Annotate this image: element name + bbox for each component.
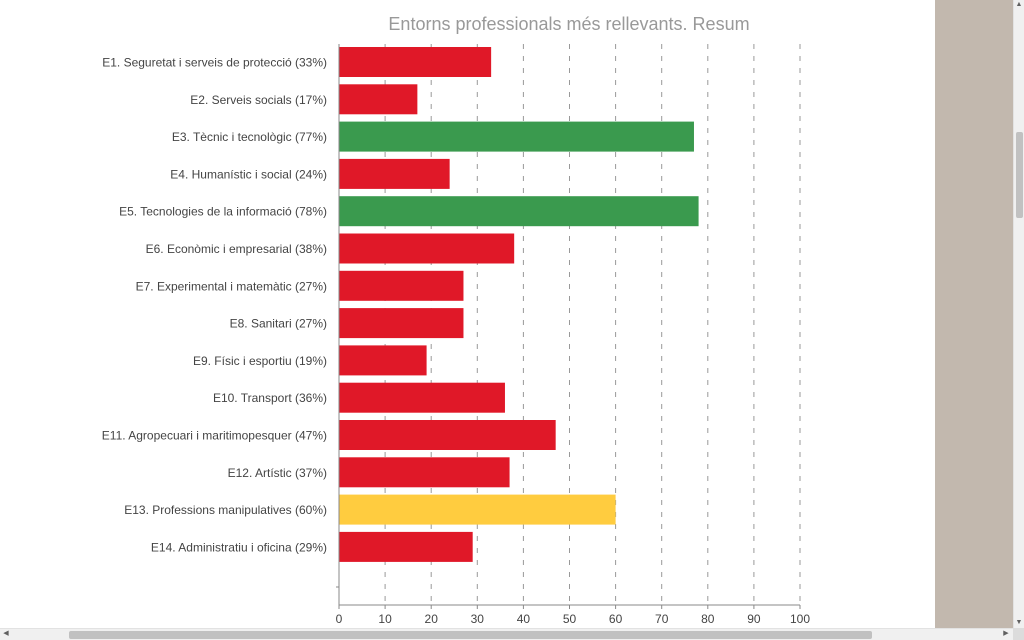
bar — [339, 121, 694, 152]
bar — [339, 84, 418, 115]
category-label: E2. Serveis socials (17%) — [190, 93, 327, 107]
category-label: E12. Artístic (37%) — [228, 466, 327, 480]
category-label: E11. Agropecuari i maritimopesquer (47%) — [102, 429, 327, 443]
category-label: E13. Professions manipulatives (60%) — [124, 503, 327, 517]
bar — [339, 308, 464, 339]
bar — [339, 494, 616, 525]
chart-title: Entorns professionals més rellevants. Re… — [388, 14, 749, 34]
category-label: E4. Humanístic i social (24%) — [170, 167, 327, 181]
category-label: E3. Tècnic i tecnològic (77%) — [172, 130, 327, 144]
category-label: E7. Experimental i matemàtic (27%) — [136, 279, 327, 293]
x-tick-label: 70 — [655, 612, 669, 626]
category-label: E1. Seguretat i serveis de protecció (33… — [102, 56, 327, 70]
scrollbar-corner — [1013, 628, 1024, 640]
bar — [339, 196, 699, 227]
page-viewport: Entorns professionals més rellevants. Re… — [101, 0, 1013, 628]
axes — [336, 44, 801, 609]
bar — [339, 233, 515, 264]
vertical-scrollbar[interactable]: ▲ ▼ — [1013, 0, 1024, 628]
bar — [339, 531, 473, 562]
right-side-panel — [935, 0, 1013, 628]
bar — [339, 270, 464, 301]
horizontal-scrollbar[interactable]: ◀ ▶ — [0, 628, 1013, 640]
x-tick-label: 90 — [747, 612, 761, 626]
horizontal-scrollbar-thumb[interactable] — [69, 631, 872, 639]
category-label: E6. Econòmic i empresarial (38%) — [146, 242, 327, 256]
x-tick-label: 10 — [378, 612, 392, 626]
bar — [339, 345, 427, 376]
category-label: E14. Administratiu i oficina (29%) — [151, 540, 327, 554]
category-label: E5. Tecnologies de la informació (78%) — [119, 205, 327, 219]
category-labels: E1. Seguretat i serveis de protecció (33… — [102, 56, 327, 555]
category-label: E9. Físic i esportiu (19%) — [193, 354, 327, 368]
bar — [339, 47, 492, 77]
scroll-down-icon[interactable]: ▼ — [1015, 619, 1023, 626]
bar — [339, 457, 510, 488]
bar-chart: Entorns professionals més rellevants. Re… — [102, 14, 811, 626]
category-label: E8. Sanitari (27%) — [230, 317, 327, 331]
scroll-up-icon[interactable]: ▲ — [1015, 1, 1023, 8]
x-tick-label: 20 — [425, 612, 439, 626]
x-tick-labels: 0 10 20 30 40 50 60 70 80 90 100 — [336, 612, 811, 626]
bars-group — [339, 47, 699, 562]
bar — [339, 420, 556, 450]
x-tick-label: 30 — [471, 612, 485, 626]
scroll-left-icon[interactable]: ◀ — [3, 630, 9, 637]
x-tick-label: 50 — [563, 612, 577, 626]
x-tick-label: 40 — [517, 612, 531, 626]
x-tick-label: 60 — [609, 612, 623, 626]
x-tick-label: 100 — [790, 612, 810, 626]
bar — [339, 158, 450, 189]
x-tick-label: 0 — [336, 612, 343, 626]
bar — [339, 382, 505, 413]
vertical-scrollbar-thumb[interactable] — [1016, 132, 1023, 218]
x-tick-label: 80 — [701, 612, 715, 626]
scroll-right-icon[interactable]: ▶ — [1003, 630, 1009, 637]
category-label: E10. Transport (36%) — [213, 391, 327, 405]
